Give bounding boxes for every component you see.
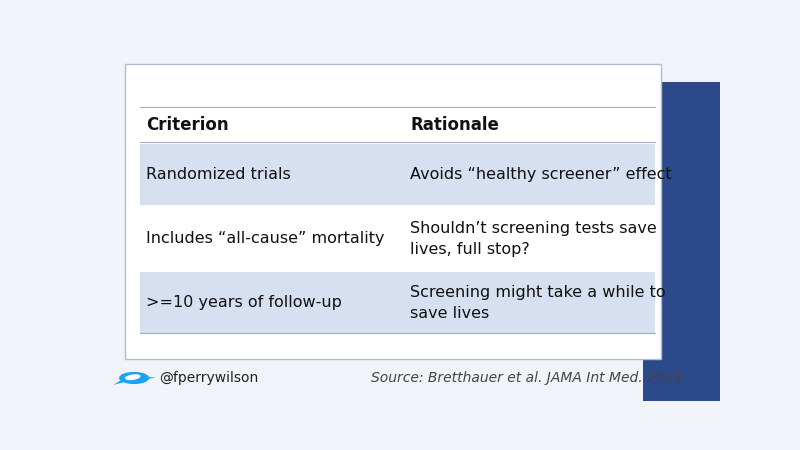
Text: Shouldn’t screening tests save
lives, full stop?: Shouldn’t screening tests save lives, fu… [410, 220, 657, 256]
Text: Criterion: Criterion [146, 116, 229, 134]
Bar [642, 82, 720, 400]
Bar [140, 144, 655, 205]
Text: @fperrywilson: @fperrywilson [158, 371, 258, 385]
Text: Randomized trials: Randomized trials [146, 167, 291, 182]
Text: Avoids “healthy screener” effect: Avoids “healthy screener” effect [410, 167, 672, 182]
Text: Source: Bretthauer et al. JAMA Int Med. 2023: Source: Bretthauer et al. JAMA Int Med. … [371, 371, 682, 385]
Text: Screening might take a while to
save lives: Screening might take a while to save liv… [410, 284, 666, 320]
Text: >=10 years of follow-up: >=10 years of follow-up [146, 295, 342, 310]
Ellipse shape [119, 372, 149, 384]
Ellipse shape [137, 375, 139, 377]
Text: Rationale: Rationale [410, 116, 499, 134]
Polygon shape [146, 377, 156, 379]
Text: Includes “all-cause” mortality: Includes “all-cause” mortality [146, 231, 385, 246]
FancyBboxPatch shape [125, 64, 661, 359]
Ellipse shape [125, 374, 141, 380]
Polygon shape [114, 379, 131, 385]
Bar [140, 272, 655, 333]
